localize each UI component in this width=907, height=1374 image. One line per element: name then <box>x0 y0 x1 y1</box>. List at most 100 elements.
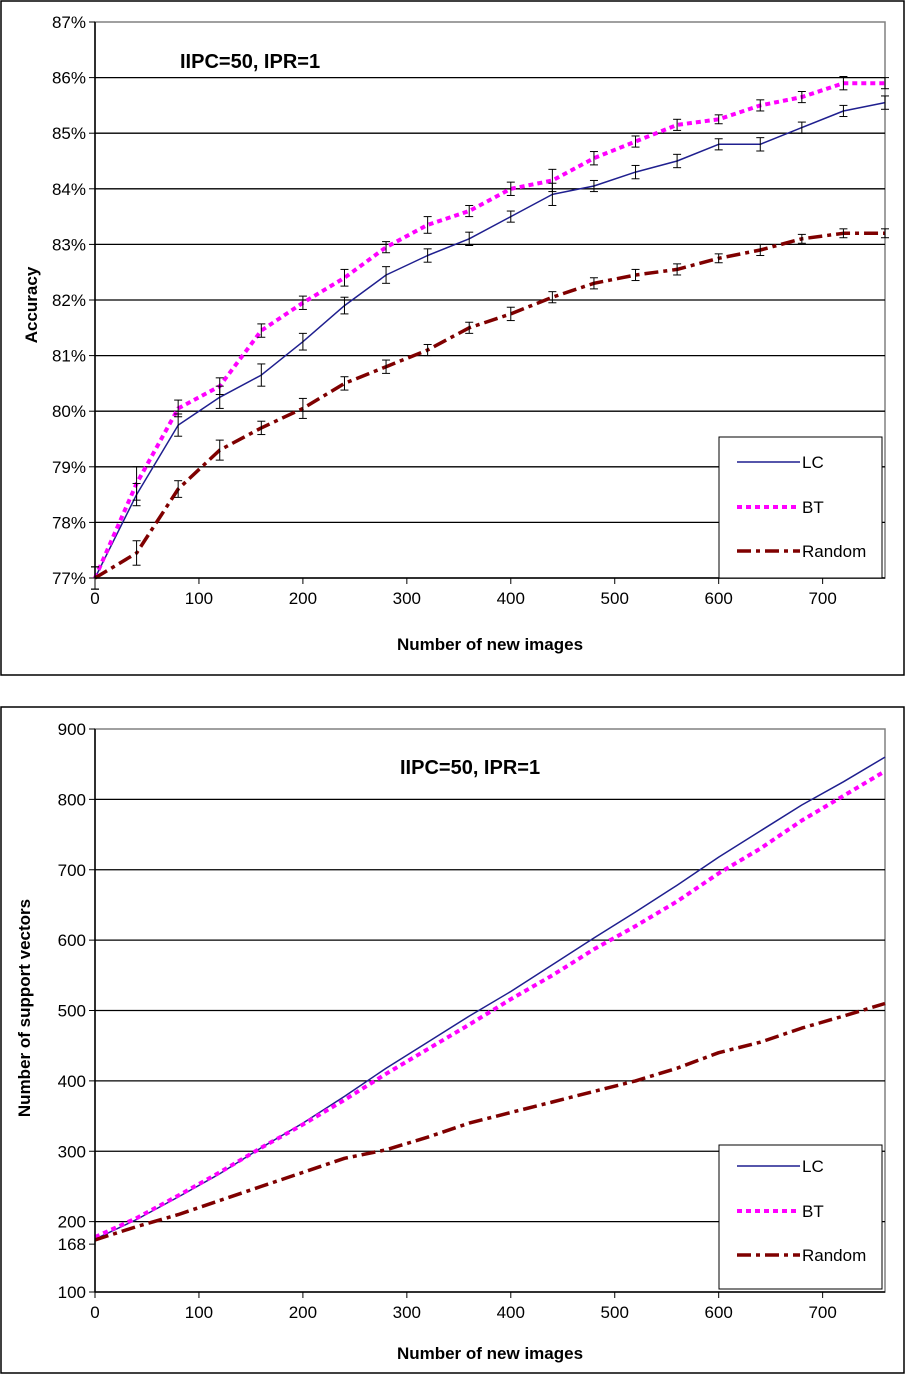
error-bar-random <box>423 343 432 357</box>
error-bar-lc <box>465 231 474 247</box>
accuracy-chart: 77% 78% 79% 80% 81% 82% 83% 84% 85% 86% 87% 0 100 200… <box>0 0 905 676</box>
error-bar-bt <box>298 295 307 310</box>
y-tick-label: 168 <box>58 1235 86 1254</box>
y-tick-label: 85% <box>52 124 86 143</box>
x-tick-label: 100 <box>185 1303 213 1322</box>
error-bar-lc <box>673 153 682 169</box>
legend-label-bt: BT <box>802 1202 824 1221</box>
error-bar-bt <box>506 181 515 196</box>
support-vectors-chart-panel: 100 168 200 300 400 500 600 700 800 900 0 100 200 300… <box>0 706 905 1374</box>
error-bar-bt <box>465 204 474 218</box>
error-bar-random <box>839 228 848 239</box>
series-line-bt <box>94 769 887 1239</box>
series-line-lc <box>94 101 886 579</box>
error-bar-lc <box>839 104 848 118</box>
error-bar-bt <box>174 399 183 418</box>
error-bar-bt <box>714 114 723 125</box>
series-group <box>94 756 887 1242</box>
error-bar-bt <box>673 118 682 131</box>
y-tick-label: 400 <box>58 1072 86 1091</box>
y-tick-label: 700 <box>58 861 86 880</box>
error-bar-bt <box>340 268 349 287</box>
legend: LC BT Random <box>718 436 883 579</box>
x-tick-label: 200 <box>289 1303 317 1322</box>
error-bar-random <box>215 439 224 461</box>
x-tick-label: 600 <box>704 589 732 608</box>
error-bar-random <box>756 243 765 257</box>
y-tick-label: 800 <box>58 790 86 809</box>
legend: LC BT Random <box>718 1144 883 1290</box>
y-tick-label: 83% <box>52 235 86 254</box>
y-tick-label: 78% <box>52 513 86 532</box>
error-bar-random <box>631 268 640 282</box>
error-bar-random <box>298 397 307 419</box>
error-bar-lc <box>382 266 391 284</box>
error-bar-bt <box>548 168 557 193</box>
error-bar-random <box>548 291 557 304</box>
error-bar-bt <box>215 377 224 396</box>
x-tick-label: 700 <box>808 589 836 608</box>
legend-label-lc: LC <box>802 1157 824 1176</box>
legend-label-lc: LC <box>802 453 824 472</box>
error-bar-bt <box>881 77 889 90</box>
error-bar-random <box>132 540 141 566</box>
chart-annotation: IIPC=50, IPR=1 <box>400 757 540 779</box>
series-line-bt <box>93 81 885 579</box>
y-tick-label: 80% <box>52 402 86 421</box>
x-tick-label: 400 <box>497 589 525 608</box>
error-bar-random <box>714 253 723 264</box>
error-bar-bt <box>257 323 266 338</box>
error-bar-random <box>340 376 349 391</box>
accuracy-chart-panel: 77% 78% 79% 80% 81% 82% 83% 84% 85% 86% 87% 0 100 200… <box>0 0 905 676</box>
error-bar-lc <box>756 137 765 152</box>
y-tick-label: 200 <box>58 1213 86 1232</box>
x-axis-title: Number of new images <box>397 635 583 654</box>
error-bar-random <box>881 228 889 239</box>
error-bar-lc <box>589 179 598 193</box>
x-tick-label: 400 <box>497 1303 525 1322</box>
x-tick-label: 600 <box>704 1303 732 1322</box>
error-bar-bt <box>132 466 141 501</box>
legend-box <box>718 1144 883 1290</box>
error-bar-bt <box>839 75 848 91</box>
series-line-random <box>94 231 885 580</box>
x-tick-label: 300 <box>393 1303 421 1322</box>
y-tick-label: 86% <box>52 69 86 88</box>
error-bar-lc <box>797 121 806 134</box>
error-bar-lc <box>631 164 640 180</box>
y-tick-label: 900 <box>58 720 86 739</box>
error-bar-lc <box>881 95 889 110</box>
y-tick-label: 600 <box>58 931 86 950</box>
y-tick-label: 500 <box>58 1002 86 1021</box>
error-bar-lc <box>298 332 307 351</box>
error-bar-lc <box>257 363 266 387</box>
x-tick-label: 200 <box>289 589 317 608</box>
error-bar-bt <box>631 135 640 148</box>
error-bar-bt <box>589 151 598 166</box>
x-tick-label: 500 <box>601 1303 629 1322</box>
legend-label-random: Random <box>802 1246 866 1265</box>
y-tick-label: 77% <box>52 569 86 588</box>
error-bar-random <box>506 306 515 322</box>
error-bar-random <box>589 277 598 290</box>
chart-annotation: IIPC=50, IPR=1 <box>180 51 320 73</box>
y-tick-label: 100 <box>58 1283 86 1302</box>
y-tick-label: 81% <box>52 347 86 366</box>
error-bar-random <box>797 233 806 244</box>
y-tick-label: 87% <box>52 13 86 32</box>
y-axis-title: Number of support vectors <box>15 899 34 1117</box>
error-bar-bt <box>756 99 765 112</box>
error-bar-random <box>465 321 474 334</box>
error-bar-random <box>382 359 391 374</box>
error-bar-lc <box>506 210 515 223</box>
series-group <box>91 75 889 590</box>
y-tick-label: 79% <box>52 458 86 477</box>
y-axis-title: Accuracy <box>22 266 41 343</box>
legend-label-bt: BT <box>802 498 824 517</box>
x-tick-label: 700 <box>808 1303 836 1322</box>
x-tick-label: 0 <box>90 1303 99 1322</box>
error-bar-lc <box>423 248 432 263</box>
legend-label-random: Random <box>802 542 866 561</box>
